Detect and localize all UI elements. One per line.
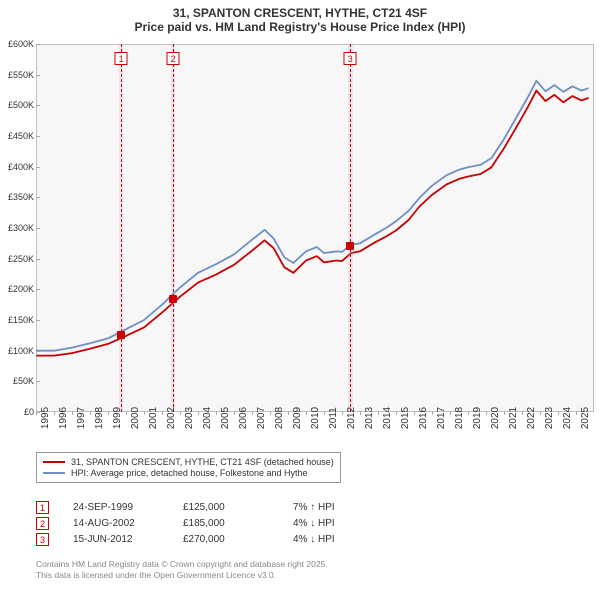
event-number-box: 1 [36, 501, 49, 514]
x-tick-label: 2008 [274, 407, 285, 429]
event-date: 15-JUN-2012 [73, 534, 183, 545]
event-diff-vs-hpi: 4% ↓ HPI [293, 518, 403, 529]
event-price: £125,000 [183, 502, 293, 513]
y-tick-label: £100K [8, 346, 34, 356]
sale-point-marker [117, 331, 125, 339]
chart-title-address: 31, SPANTON CRESCENT, HYTHE, CT21 4SF [0, 6, 600, 20]
x-tick-label: 2003 [184, 407, 195, 429]
event-diff-vs-hpi: 4% ↓ HPI [293, 534, 403, 545]
event-price: £270,000 [183, 534, 293, 545]
event-table-row: 2 14-AUG-2002£185,0004% ↓ HPI [36, 517, 403, 530]
chart-title-subtitle: Price paid vs. HM Land Registry's House … [0, 20, 600, 34]
legend-item: HPI: Average price, detached house, Folk… [43, 468, 334, 478]
y-tick-label: £400K [8, 162, 34, 172]
x-tick-label: 2015 [400, 407, 411, 429]
legend-label: HPI: Average price, detached house, Folk… [71, 468, 307, 478]
y-tick-label: £450K [8, 131, 34, 141]
event-table-row: 3 15-JUN-2012£270,0004% ↓ HPI [36, 533, 403, 546]
event-diff-vs-hpi: 7% ↑ HPI [293, 502, 403, 513]
x-tick-label: 2011 [328, 407, 339, 429]
x-tick-label: 2014 [382, 407, 393, 429]
x-tick-label: 2023 [544, 407, 555, 429]
x-tick-label: 2021 [508, 407, 519, 429]
x-axis: 1995199619971998199920002001200220032004… [36, 412, 594, 452]
footer-copyright: Contains HM Land Registry data © Crown c… [36, 559, 328, 570]
event-marker: 3 [344, 52, 357, 65]
x-tick-label: 1998 [94, 407, 105, 429]
y-tick-label: £50K [13, 376, 34, 386]
x-tick-label: 2022 [526, 407, 537, 429]
event-price: £185,000 [183, 518, 293, 529]
y-tick-label: £300K [8, 223, 34, 233]
legend-label: 31, SPANTON CRESCENT, HYTHE, CT21 4SF (d… [71, 457, 334, 467]
x-tick-label: 1996 [58, 407, 69, 429]
y-tick-label: £600K [8, 39, 34, 49]
x-tick-label: 2020 [490, 407, 501, 429]
event-marker: 2 [167, 52, 180, 65]
y-tick-label: £350K [8, 192, 34, 202]
x-tick-label: 1999 [112, 407, 123, 429]
events-table: 1 24-SEP-1999£125,0007% ↑ HPI 2 14-AUG-2002… [36, 498, 403, 549]
event-number-box: 3 [36, 533, 49, 546]
x-tick-label: 2017 [436, 407, 447, 429]
event-table-row: 1 24-SEP-1999£125,0007% ↑ HPI [36, 501, 403, 514]
x-tick-label: 2006 [238, 407, 249, 429]
event-dashed-line [121, 44, 122, 412]
legend-swatch [43, 472, 65, 474]
x-tick-label: 2005 [220, 407, 231, 429]
y-tick-label: £0 [24, 407, 34, 417]
footer-licence: This data is licensed under the Open Gov… [36, 570, 328, 581]
chart-footer: Contains HM Land Registry data © Crown c… [36, 559, 328, 582]
y-tick-label: £150K [8, 315, 34, 325]
x-tick-label: 2009 [292, 407, 303, 429]
x-tick-label: 2010 [310, 407, 321, 429]
event-marker: 1 [115, 52, 128, 65]
x-tick-label: 2002 [166, 407, 177, 429]
x-tick-label: 2004 [202, 407, 213, 429]
y-tick-label: £200K [8, 284, 34, 294]
x-tick-label: 2000 [130, 407, 141, 429]
x-tick-label: 2019 [472, 407, 483, 429]
chart-plot-area: 1 2 3 [36, 44, 594, 412]
event-date: 14-AUG-2002 [73, 518, 183, 529]
chart-legend: 31, SPANTON CRESCENT, HYTHE, CT21 4SF (d… [36, 452, 341, 483]
x-tick-label: 2025 [580, 407, 591, 429]
event-date: 24-SEP-1999 [73, 502, 183, 513]
legend-item: 31, SPANTON CRESCENT, HYTHE, CT21 4SF (d… [43, 457, 334, 467]
x-tick-label: 2024 [562, 407, 573, 429]
legend-swatch [43, 461, 65, 463]
event-dashed-line [350, 44, 351, 412]
x-tick-label: 2013 [364, 407, 375, 429]
x-tick-label: 2018 [454, 407, 465, 429]
sale-point-marker [346, 242, 354, 250]
x-tick-label: 2007 [256, 407, 267, 429]
y-tick-label: £550K [8, 70, 34, 80]
y-tick-label: £500K [8, 100, 34, 110]
event-number-box: 2 [36, 517, 49, 530]
sale-point-marker [169, 295, 177, 303]
x-tick-label: 2012 [346, 407, 357, 429]
x-tick-label: 2016 [418, 407, 429, 429]
y-tick-label: £250K [8, 254, 34, 264]
x-tick-label: 2001 [148, 407, 159, 429]
event-dashed-line [173, 44, 174, 412]
y-axis: £0£50K£100K£150K£200K£250K£300K£350K£400… [0, 44, 36, 412]
x-tick-label: 1997 [76, 407, 87, 429]
x-tick-label: 1995 [40, 407, 51, 429]
